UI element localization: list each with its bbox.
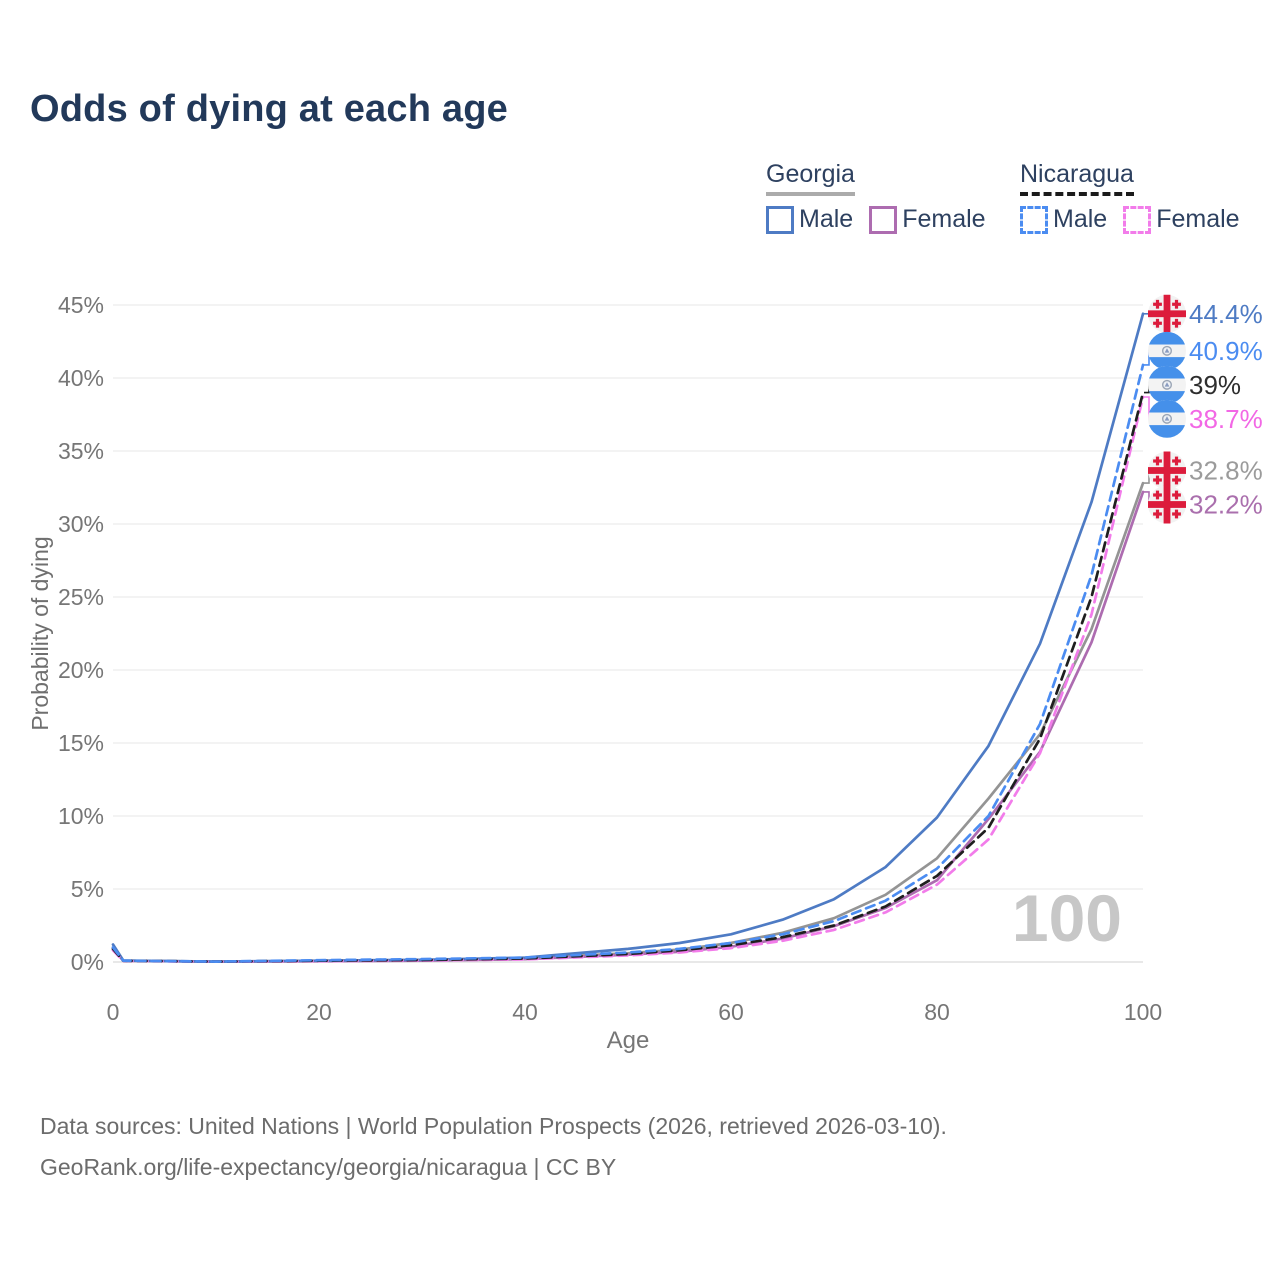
end-label-georgia-female: 32.2% [1189, 490, 1263, 520]
x-tick-label: 60 [718, 999, 744, 1025]
end-label-nicaragua-female: 38.7% [1189, 404, 1263, 434]
legend-swatch-nicaragua-female[interactable] [1123, 205, 1152, 234]
x-tick-label: 80 [924, 999, 950, 1025]
y-tick-label: 25% [58, 584, 104, 610]
nicaragua-flag-icon [1148, 399, 1186, 438]
legend-group-georgia: Georgia Male Female [766, 160, 986, 234]
end-label-nicaragua-male: 40.9% [1189, 336, 1263, 366]
y-tick-label: 5% [71, 876, 104, 902]
x-axis-label: Age [607, 1027, 650, 1054]
x-tick-label: 0 [107, 999, 120, 1025]
nicaragua-flag-icon [1148, 331, 1186, 370]
x-tick-label: 40 [512, 999, 538, 1025]
y-tick-label: 45% [58, 292, 104, 318]
legend-group-nicaragua: Nicaragua Male Female [1020, 160, 1240, 234]
footer-sources: Data sources: United Nations | World Pop… [40, 1113, 947, 1139]
curve-nicaragua-all [111, 391, 1145, 963]
y-tick-label: 30% [58, 511, 104, 537]
footer-attribution: GeoRank.org/life-expectancy/georgia/nica… [40, 1154, 617, 1180]
legend-country-nicaragua: Nicaragua [1020, 160, 1134, 196]
y-tick-label: 20% [58, 657, 104, 683]
y-tick-label: 0% [71, 949, 104, 975]
legend-label-georgia-female: Female [902, 205, 986, 233]
y-tick-label: 40% [58, 365, 104, 391]
end-label-georgia-all: 32.8% [1189, 456, 1263, 486]
y-tick-label: 15% [58, 730, 104, 756]
georgia-flag-icon [1148, 451, 1186, 490]
legend-label-nicaragua-female: Female [1156, 205, 1240, 233]
y-axis-label: Probability of dying [27, 536, 53, 730]
legend-swatch-nicaragua-male[interactable] [1020, 205, 1048, 234]
curve-georgia-all [111, 481, 1145, 963]
nicaragua-flag-icon [1148, 365, 1186, 404]
legend-swatch-georgia-male[interactable] [766, 205, 794, 234]
x-tick-label: 20 [306, 999, 332, 1025]
curve-nicaragua-male [111, 363, 1145, 963]
x-tick-label: 100 [1124, 999, 1162, 1025]
georgia-flag-icon [1148, 294, 1186, 333]
y-tick-label: 35% [58, 438, 104, 464]
curve-georgia-male [111, 312, 1145, 963]
y-tick-label: 10% [58, 803, 104, 829]
curve-georgia-female [111, 490, 1145, 964]
chart-title: Odds of dying at each age [30, 88, 508, 130]
legend-label-nicaragua-male: Male [1053, 205, 1108, 233]
footer: Data sources: United Nations | World Pop… [40, 1106, 947, 1188]
legend-country-georgia: Georgia [766, 160, 855, 196]
georgia-flag-icon [1148, 485, 1186, 524]
legend-label-georgia-male: Male [799, 205, 854, 233]
end-label-nicaragua-all: 39% [1189, 370, 1241, 400]
legend-swatch-georgia-female[interactable] [869, 205, 898, 234]
end-label-georgia-male: 44.4% [1189, 299, 1263, 329]
curve-nicaragua-female [111, 395, 1145, 964]
age-watermark: 100 [1012, 881, 1122, 955]
